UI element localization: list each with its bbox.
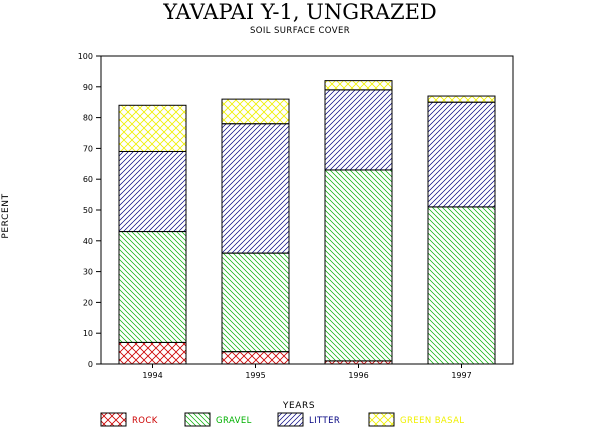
x-axis-label: YEARS xyxy=(282,401,315,411)
bar-segment-rock-1994 xyxy=(118,341,187,365)
y-tick-label: 40 xyxy=(83,237,93,246)
bar-segment-gravel-1994 xyxy=(118,231,187,343)
y-axis-label: PERCENT xyxy=(1,193,11,238)
y-tick-label: 60 xyxy=(83,175,93,184)
y-tick-label: 20 xyxy=(83,298,93,307)
legend-swatch-gravel xyxy=(184,412,211,427)
bar-segment-litter-1995 xyxy=(221,123,290,254)
bar-segment-litter-1996 xyxy=(324,89,393,171)
y-tick-label: 100 xyxy=(78,52,93,61)
y-tick-label: 0 xyxy=(88,360,93,369)
y-axis: 0 10 20 30 40 50 60 70 80 90 100 xyxy=(78,52,101,369)
y-tick-label: 70 xyxy=(83,144,93,153)
bar-segment-gravel-1995 xyxy=(221,252,290,353)
bar-segment-green-basal-1994 xyxy=(118,104,187,152)
legend-swatch-rock xyxy=(100,412,127,427)
chart-subtitle: SOIL SURFACE COVER xyxy=(250,26,350,36)
x-tick-label: 1995 xyxy=(245,371,265,380)
bar-segment-green-basal-1995 xyxy=(221,98,290,125)
legend: ROCK GRAVEL LITTER GREEN BASAL xyxy=(100,412,464,427)
x-tick-label: 1994 xyxy=(142,371,162,380)
x-tick-label: 1997 xyxy=(451,371,471,380)
y-tick-label: 90 xyxy=(83,83,93,92)
legend-label-gravel: GRAVEL xyxy=(216,416,252,426)
legend-label-litter: LITTER xyxy=(309,416,340,426)
bar-segment-litter-1994 xyxy=(118,150,187,233)
legend-label-rock: ROCK xyxy=(132,416,158,426)
bar-segment-rock-1995 xyxy=(221,351,290,365)
y-tick-label: 30 xyxy=(83,268,93,277)
bars-group xyxy=(118,80,496,365)
y-tick-label: 50 xyxy=(83,206,93,215)
x-tick-label: 1996 xyxy=(348,371,368,380)
x-axis: 1994 1995 1996 1997 xyxy=(142,364,472,380)
legend-swatch-litter xyxy=(277,412,304,427)
bar-segment-gravel-1996 xyxy=(324,169,393,362)
bar-segment-green-basal-1997 xyxy=(427,95,496,103)
y-tick-label: 80 xyxy=(83,114,93,123)
legend-swatch-green-basal xyxy=(368,412,395,427)
y-tick-label: 10 xyxy=(83,329,93,338)
bar-segment-green-basal-1996 xyxy=(324,80,393,91)
bar-segment-gravel-1997 xyxy=(427,206,496,365)
bar-segment-litter-1997 xyxy=(427,101,496,208)
chart-title: YAVAPAI Y-1, UNGRAZED xyxy=(162,0,437,24)
legend-label-green-basal: GREEN BASAL xyxy=(400,416,464,426)
